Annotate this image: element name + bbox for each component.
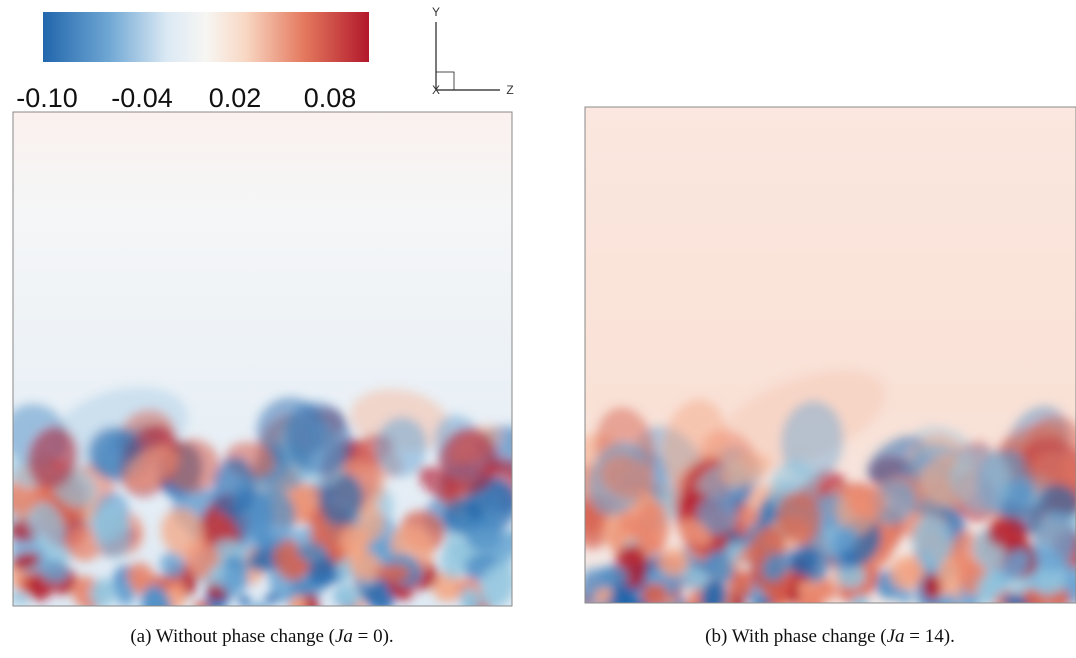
contour-blob (39, 558, 70, 583)
panel-frame (12, 111, 513, 607)
contour-blob (123, 446, 180, 489)
caption-text: = 0). (353, 626, 394, 647)
contour-blob (642, 582, 668, 603)
contour-blob (719, 453, 772, 488)
contour-blob (27, 426, 79, 489)
contour-blob (938, 593, 958, 603)
caption: (a) Without phase change (Ja = 0). (130, 626, 393, 647)
contour-blob (220, 566, 249, 595)
contour-blob (897, 589, 914, 603)
contour-blob (598, 565, 628, 587)
contour-blob (13, 591, 29, 605)
contour-blob (13, 484, 41, 514)
contour-blob (678, 519, 712, 547)
contour-blob (375, 563, 411, 582)
contour-blob (440, 540, 468, 580)
contour-blob (789, 544, 818, 576)
contour-blob (659, 547, 690, 577)
contour-blob (827, 525, 858, 554)
caption-math: Ja (335, 626, 353, 647)
caption-text: (b) With phase change ( (705, 626, 886, 647)
panel-frame (584, 106, 1076, 604)
contour-blob (297, 542, 328, 563)
contour-blob (375, 417, 428, 478)
contour-blob (634, 502, 670, 552)
contour-blob (264, 592, 279, 605)
contour-blob (339, 525, 370, 558)
contour-blob (600, 455, 655, 500)
contour-blob (307, 554, 337, 589)
contour-blob (438, 427, 498, 495)
caption: (b) With phase change (Ja = 14). (705, 626, 955, 647)
contour-blob (593, 588, 613, 603)
contour-blob (987, 517, 1028, 548)
contour-blob (776, 491, 822, 543)
axis-label: Y (432, 5, 440, 19)
contour-blob (1001, 549, 1030, 581)
contour-blob (911, 515, 952, 570)
caption-math: Ja (887, 626, 905, 647)
contour-blob (285, 402, 353, 476)
contour-blob (922, 574, 941, 600)
contour-blob (159, 551, 185, 578)
contour-blob (465, 515, 504, 552)
contour-blob (212, 456, 256, 519)
contour-blob (479, 562, 512, 606)
contour-blob (847, 486, 888, 518)
contour-blob (1001, 594, 1030, 603)
contour-blob (699, 579, 728, 603)
axis-label: X (432, 83, 440, 97)
contour-blob (705, 550, 734, 583)
contour-blob (460, 587, 480, 606)
contour-blob (13, 552, 41, 570)
contour-blob (848, 595, 870, 603)
axis-label: Z (506, 83, 513, 97)
contour-blob (815, 582, 837, 601)
contour-blob (1035, 562, 1066, 596)
contour-blob (487, 529, 512, 559)
colorbar-tick: -0.10 (16, 83, 78, 113)
contour-blob (889, 556, 925, 591)
contour-blob (1032, 511, 1076, 573)
contour-blob (1038, 484, 1076, 521)
contour-blob (938, 603, 952, 613)
contour-blob (1021, 415, 1076, 493)
contour-blob (93, 504, 132, 559)
contour-blob (28, 501, 65, 551)
contour-blob (761, 553, 788, 581)
contour-blob (66, 525, 103, 562)
contour-blob (673, 597, 690, 603)
axis-triad (435, 22, 500, 91)
contour-blob (238, 595, 252, 606)
contour-blob (160, 508, 205, 557)
contour-blob (418, 466, 460, 503)
colorbar-tick: 0.08 (304, 83, 357, 113)
colorbar (43, 12, 369, 62)
contour-blob (193, 601, 211, 606)
colorbar-tick: -0.04 (111, 83, 173, 113)
contour-blob (866, 435, 925, 484)
contour-blob (950, 447, 1011, 514)
caption-text: (a) Without phase change ( (130, 626, 335, 647)
caption-text: = 14). (905, 626, 955, 647)
contour-blob (141, 585, 172, 606)
contour-blob (675, 566, 710, 591)
contour-blob (696, 494, 737, 536)
contour-blob (290, 578, 314, 599)
contour-field-b (585, 107, 1076, 613)
contour-blob (89, 578, 116, 606)
contour-blob (116, 581, 136, 606)
contour-blob (796, 587, 824, 603)
contour-blob (349, 550, 382, 582)
contour-blob (585, 507, 609, 549)
contour-blob (432, 571, 464, 602)
contour-blob (728, 570, 754, 600)
contour-field-a (13, 112, 512, 606)
contour-blob (808, 597, 824, 603)
colorbar-tick: 0.02 (209, 83, 262, 113)
contour-blob (872, 480, 916, 526)
contour-blob (335, 583, 360, 606)
